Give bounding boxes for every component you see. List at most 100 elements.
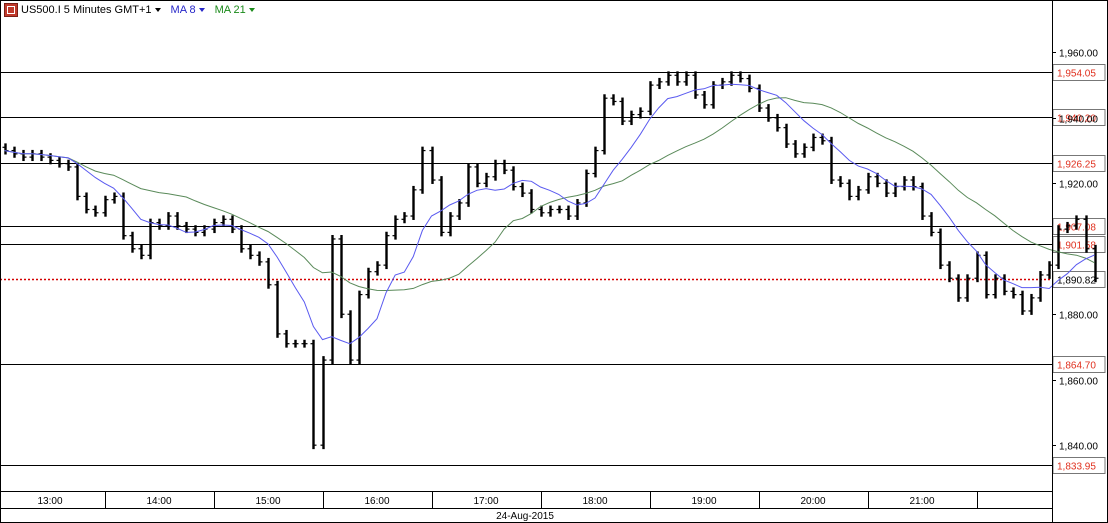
level-label-6: 1,833.95: [1057, 462, 1096, 473]
ohlc-bar-62: [565, 205, 572, 220]
ohlc-bar-55: [501, 159, 508, 175]
ohlc-bar-12: [111, 192, 118, 204]
ohlc-bar-61: [556, 205, 563, 214]
ohlc-bar-29: [265, 257, 272, 289]
y-tick-label-1: 1,940.00: [1059, 115, 1098, 126]
ohlc-bar-11: [102, 195, 109, 217]
ohlc-bar-43: [392, 215, 399, 240]
x-tick-label-4: 17:00: [473, 496, 498, 507]
date-label: 24-Aug-2015: [496, 511, 554, 522]
ohlc-bar-0: [2, 143, 9, 155]
ohlc-bar-14: [129, 231, 136, 253]
ohlc-bar-18: [165, 212, 172, 230]
ohlc-bar-75: [683, 71, 690, 86]
ohlc-bar-50: [456, 199, 463, 220]
instrument-logo-icon: [4, 3, 18, 17]
ma-slow-dropdown-icon[interactable]: [248, 8, 255, 12]
level-label-5: 1,864.70: [1057, 361, 1096, 372]
ohlc-bar-9: [83, 192, 90, 214]
ohlc-bar-6: [56, 156, 63, 168]
horizontal-levels: 1,954.051,940.201,926.251,907.081,901.58…: [0, 64, 1106, 474]
ohlc-bar-87: [792, 140, 799, 158]
ohlc-bar-84: [765, 104, 772, 122]
y-tick-label-5: 1,840.00: [1059, 442, 1098, 453]
ohlc-bar-80: [728, 71, 735, 86]
ohlc-bar-60: [547, 205, 554, 217]
ohlc-bar-85: [774, 113, 781, 132]
ohlc-bar-74: [674, 71, 681, 86]
ohlc-bar-3: [29, 149, 36, 162]
ohlc-bar-111: [1010, 287, 1017, 299]
ohlc-bar-103: [937, 228, 944, 270]
moving-averages: [4, 83, 1095, 345]
ohlc-bar-56: [510, 166, 517, 191]
ohlc-bar-42: [383, 231, 390, 270]
level-label-4: 1,901.58: [1057, 241, 1096, 252]
symbol-label[interactable]: US500.I 5 Minutes GMT+1: [21, 4, 152, 16]
ohlc-bar-21: [192, 225, 199, 237]
ohlc-bar-28: [256, 251, 263, 266]
y-tick-label-3: 1,880.00: [1059, 311, 1098, 322]
ohlc-bar-59: [538, 205, 545, 217]
ohlc-bar-7: [65, 159, 72, 171]
ohlc-bar-100: [910, 176, 917, 191]
ohlc-bar-99: [901, 176, 908, 191]
x-tick-label-3: 16:00: [364, 496, 389, 507]
ohlc-bar-63: [574, 199, 581, 220]
ohlc-bar-34: [310, 339, 317, 450]
ohlc-bar-89: [810, 133, 817, 152]
ohlc-bar-31: [283, 329, 290, 348]
ohlc-bar-51: [465, 163, 472, 207]
ohlc-bar-70: [637, 107, 644, 119]
ma-slow-label[interactable]: MA 21: [214, 4, 246, 16]
y-tick-label-2: 1,920.00: [1059, 180, 1098, 191]
x-tick-label-0: 13:00: [37, 496, 62, 507]
ohlc-bar-35: [320, 356, 327, 450]
ma-fast-dropdown-icon[interactable]: [198, 8, 205, 12]
ohlc-bar-25: [229, 215, 236, 234]
ohlc-bar-45: [410, 185, 417, 220]
ohlc-bar-117: [1064, 221, 1071, 234]
ohlc-bar-92: [837, 176, 844, 188]
ohlc-bar-109: [992, 274, 999, 299]
ohlc-bar-112: [1019, 290, 1026, 315]
current-price-label: 1,890.82: [1057, 276, 1096, 287]
ohlc-bar-41: [374, 261, 381, 276]
ohlc-bar-73: [665, 71, 672, 86]
ohlc-bar-20: [183, 221, 190, 234]
ohlc-bar-47: [429, 146, 436, 184]
x-tick-label-6: 19:00: [691, 496, 716, 507]
ohlc-bar-108: [983, 251, 990, 299]
ohlc-bar-97: [883, 179, 890, 198]
ohlc-bar-82: [746, 74, 753, 93]
ohlc-bar-38: [347, 310, 354, 364]
ohlc-bar-67: [610, 94, 617, 106]
ohlc-bar-110: [1001, 274, 1008, 296]
ma-slow-line: [4, 97, 1095, 292]
ohlc-bar-77: [701, 90, 708, 109]
ohlc-bar-96: [874, 172, 881, 188]
ohlc-bar-68: [619, 97, 626, 126]
ohlc-bar-69: [628, 110, 635, 126]
ohlc-bar-105: [955, 274, 962, 302]
x-tick-label-1: 14:00: [146, 496, 171, 507]
ohlc-bar-52: [474, 163, 481, 188]
symbol-dropdown-icon[interactable]: [154, 8, 161, 12]
ohlc-bar-65: [592, 146, 599, 178]
ma-fast-label[interactable]: MA 8: [170, 4, 196, 16]
ohlc-bar-27: [247, 244, 254, 260]
ohlc-bar-10: [92, 205, 99, 217]
ohlc-bar-49: [447, 212, 454, 237]
ohlc-bar-94: [855, 185, 862, 201]
ohlc-bar-88: [801, 143, 808, 158]
ohlc-bar-71: [647, 81, 654, 116]
ohlc-bar-36: [329, 235, 336, 364]
x-tick-label-2: 15:00: [255, 496, 280, 507]
ohlc-bar-72: [656, 77, 663, 90]
ohlc-bar-120: [1092, 244, 1099, 283]
ohlc-bar-57: [519, 182, 526, 198]
ohlc-bar-104: [946, 261, 953, 283]
ohlc-bar-44: [401, 212, 408, 224]
ohlc-bar-66: [601, 94, 608, 155]
